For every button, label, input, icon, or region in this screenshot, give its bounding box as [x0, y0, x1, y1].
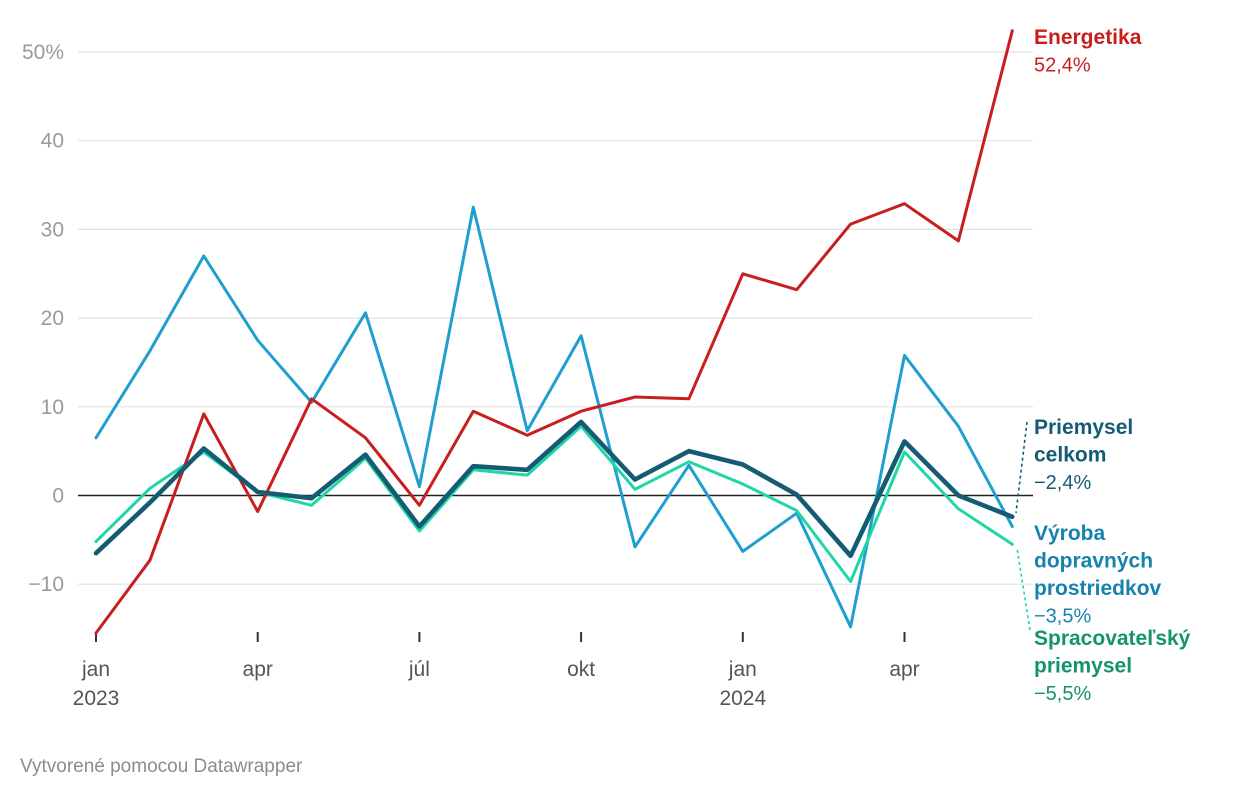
x-tick-year: 2024: [719, 687, 766, 710]
series-labels: Výroba dopravných prostriedkov −3,5%Spracov…: [1015, 26, 1191, 705]
series-lines: [93, 29, 1015, 635]
y-tick-label: 10: [41, 396, 64, 419]
series-label-name: priemysel: [1034, 655, 1132, 678]
series-label-name: dopravných: [1034, 550, 1153, 573]
series-line: [94, 29, 1014, 635]
series-label-name: Energetika: [1034, 26, 1142, 49]
series-label-name: celkom: [1034, 444, 1106, 467]
series-line: [94, 205, 1014, 629]
x-tick-label: apr: [889, 658, 919, 681]
y-tick-label: 30: [41, 218, 64, 241]
x-tick-label: jan: [81, 658, 110, 681]
x-tick-year: 2023: [73, 687, 120, 710]
series-label-value: −5,5%: [1034, 683, 1091, 705]
x-tick-label: okt: [567, 658, 595, 681]
series-label-name: prostriedkov: [1034, 577, 1162, 600]
label-connector: [1016, 547, 1031, 631]
y-tick-label: 0: [52, 485, 64, 508]
y-axis-ticks: 50% 40 30 20 10 0 −10: [22, 41, 64, 596]
series-label-value: −3,5%: [1034, 606, 1091, 628]
x-tick-label: jan: [728, 658, 757, 681]
x-tick-label: apr: [243, 658, 273, 681]
x-axis-ticks: jan 2023 apr júl okt jan 2024 apr: [73, 632, 920, 710]
label-connector: [1015, 421, 1028, 514]
series-label-value: 52,4%: [1034, 55, 1091, 77]
x-tick-label: júl: [408, 658, 430, 681]
series-line: [93, 419, 1015, 559]
gridlines: [78, 51, 1033, 585]
y-tick-label: 40: [41, 130, 64, 153]
y-tick-label: 20: [41, 307, 64, 330]
credit-text: Vytvorené pomocou Datawrapper: [20, 756, 303, 777]
series-label-name: Priemysel: [1034, 416, 1133, 439]
series-label-name: Výroba: [1034, 522, 1106, 545]
y-tick-label: −10: [28, 573, 64, 596]
series-label-name: Spracovateľský: [1034, 627, 1191, 650]
y-tick-label: 50%: [22, 41, 64, 64]
series-label-value: −2,4%: [1034, 472, 1091, 494]
